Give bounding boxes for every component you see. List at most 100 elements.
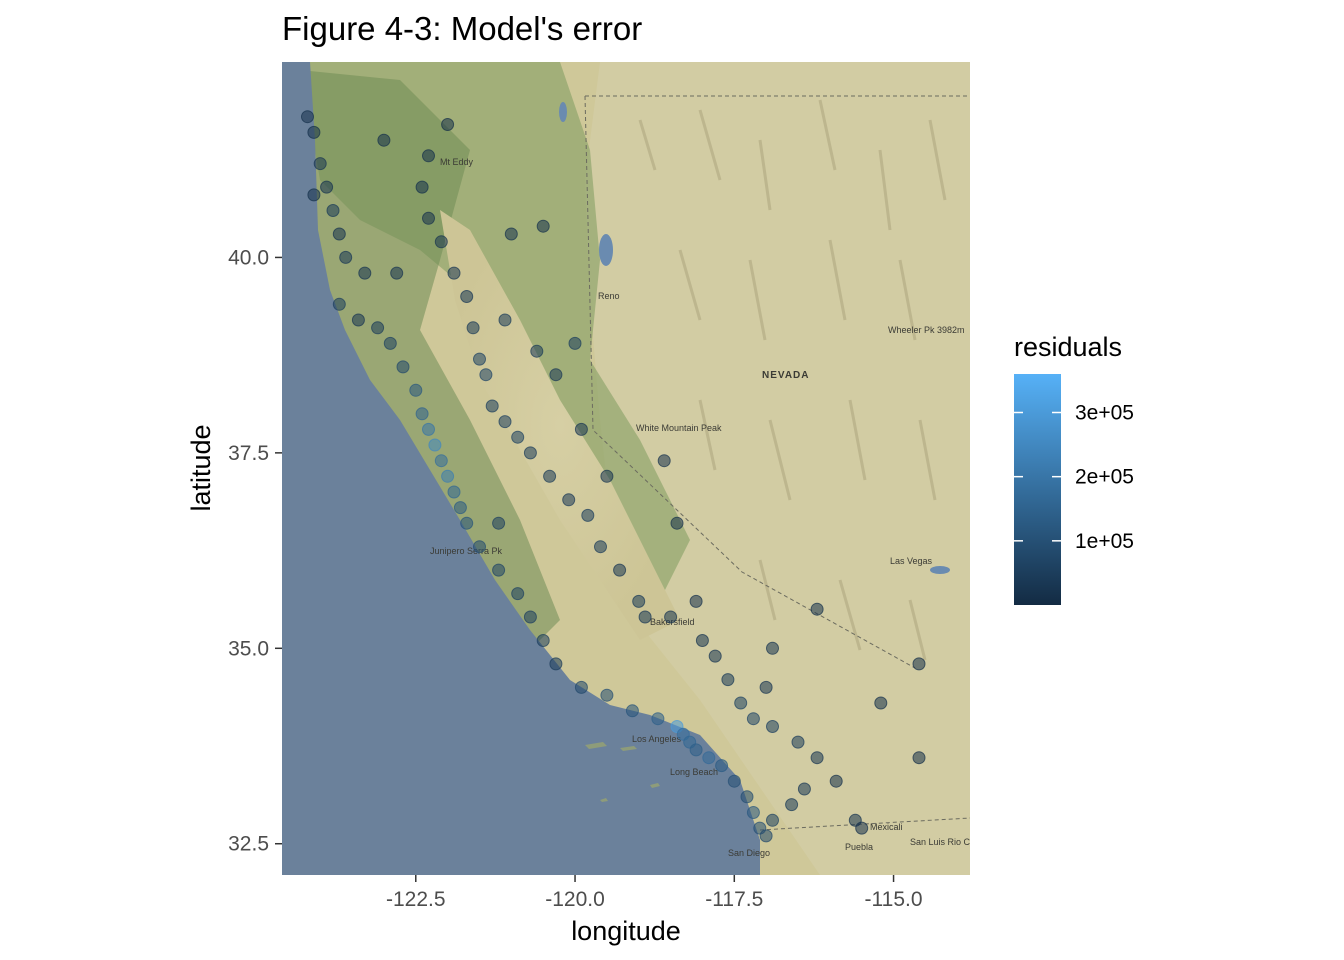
data-point [727,774,741,788]
data-point [460,516,474,530]
data-point [740,790,754,804]
data-point [708,649,722,663]
data-point [746,712,760,726]
data-point [810,602,824,616]
data-point [797,782,811,796]
map-label-long-beach: Long Beach [670,767,718,777]
legend-label: 3e+05 [1075,402,1134,425]
legend-ticks: 3e+05 2e+05 1e+05 [1014,402,1134,553]
data-point [734,696,748,710]
data-point [791,735,805,749]
data-point [855,821,869,835]
data-point [536,634,550,647]
data-point [460,290,474,303]
map-label-nevada: NEVADA [762,370,809,381]
data-point [689,594,703,608]
data-point [594,540,607,554]
data-point [613,563,627,577]
data-point [549,657,563,671]
y-tick-label: 40.0 [228,246,269,269]
data-point [332,227,346,241]
basemap: Reno NEVADA White Mountain Peak Wheeler … [282,62,1000,875]
data-point [715,759,729,773]
data-point [422,422,435,436]
data-point [441,469,455,483]
data-point [625,704,639,718]
data-point [651,712,665,726]
data-point [383,336,397,350]
data-point [371,321,385,335]
map-label-wheeler: Wheeler Pk 3982m [888,325,965,335]
data-point [473,352,486,366]
y-tick-label: 32.5 [228,833,269,856]
channel-islands [585,742,660,802]
data-point [326,204,340,217]
x-tick-label: -122.5 [386,888,446,911]
map-label-junipero: Junipero Serra Pk [430,546,503,556]
data-point [504,227,518,241]
x-tick-label: -115.0 [865,888,923,911]
data-point [746,806,760,819]
points-layer [301,110,926,843]
data-point [829,774,843,788]
data-point [810,751,824,765]
data-point [441,118,455,131]
data-point [523,446,537,460]
data-point [721,673,735,687]
coastal-range [300,70,560,660]
data-point [600,688,614,702]
data-point [759,829,773,843]
data-point [523,610,537,624]
data-point [320,180,334,194]
data-point [766,720,779,733]
data-point [664,610,678,624]
data-point [332,297,346,311]
data-point [358,266,372,280]
data-point [492,516,506,530]
data-point [313,157,327,171]
map-label-puebla: Puebla [845,842,873,852]
y-axis-title: latitude [186,424,216,511]
data-point [301,110,314,124]
data-point [466,321,480,335]
data-point [447,266,461,280]
x-tick-label: -117.5 [705,888,763,911]
data-point [434,454,448,468]
data-point [874,696,888,710]
data-point [485,399,499,413]
legend-colorbar [1014,374,1061,605]
data-point [434,235,448,249]
data-point [498,415,512,429]
map-label-mexicali: Mexicali [870,822,903,832]
data-point [689,743,703,757]
legend-label: 2e+05 [1075,466,1134,489]
data-point [695,634,709,647]
data-point [568,336,582,350]
nevada-border [584,95,970,669]
data-point [351,313,365,327]
data-point [600,469,614,483]
x-axis-title: longitude [571,916,681,946]
data-point [549,368,563,382]
map-label-san-diego: San Diego [728,848,770,858]
data-point [415,180,429,194]
y-tick-label: 37.5 [228,442,269,465]
data-point [377,133,391,147]
data-point [670,516,684,530]
data-point [543,469,557,483]
data-point [492,563,506,577]
data-point [447,485,461,499]
data-point [428,438,442,452]
data-point [409,383,423,397]
map-label-san-luis: San Luis Rio Colorado [910,837,1000,847]
data-point [702,751,716,765]
data-point [390,266,404,280]
chart-title: Figure 4-3: Model's error [282,10,642,47]
nevada-desert [585,62,970,875]
data-point [339,250,353,264]
data-point [562,493,576,507]
y-tick-label: 35.0 [228,637,269,660]
pyramid-lake [559,102,567,122]
data-point [415,407,429,421]
